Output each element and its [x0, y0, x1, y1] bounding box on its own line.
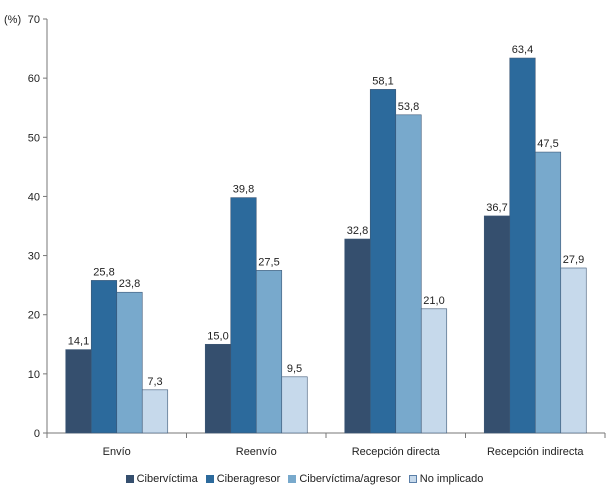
y-tick-label: 60: [28, 73, 40, 85]
legend-label: Ciberagresor: [216, 473, 281, 485]
bar-chart: (%) 0 10 20 30 40 50 60 70 14,1 25,8 23,8 7,3 15,0 3…: [4, 14, 606, 458]
legend-label: No implicado: [419, 473, 484, 485]
bar: [65, 349, 92, 434]
legend-swatch: [125, 475, 134, 483]
y-tick-label: 20: [28, 310, 40, 322]
bar: [90, 280, 118, 434]
data-label: 7,3: [147, 376, 162, 388]
x-axis-ticks: [46, 433, 606, 438]
data-label: 53,8: [398, 101, 419, 113]
bar: [116, 291, 143, 434]
y-tick-label: 0: [34, 428, 40, 440]
bar: [230, 197, 257, 434]
legend-swatch: [205, 475, 214, 483]
category-label: Recepción indirecta: [487, 446, 584, 458]
category-label: Reenvío: [236, 446, 277, 458]
data-label: 58,1: [372, 75, 393, 87]
y-tick-label: 40: [28, 191, 40, 203]
legend-label: Cibervíctima/agresor: [299, 473, 401, 485]
data-label: 15,0: [207, 330, 228, 342]
bar: [281, 376, 308, 434]
data-label: 36,7: [486, 202, 507, 214]
data-label: 21,0: [423, 295, 444, 307]
data-label: 47,5: [537, 138, 558, 150]
data-label: 63,4: [512, 44, 533, 56]
y-tick-label: 50: [28, 132, 40, 144]
data-label: 27,5: [258, 256, 279, 268]
legend: Cibervíctima Ciberagresor Cibervíctima/agr…: [0, 470, 609, 488]
bars-group: [65, 57, 587, 434]
legend-item: Ciberagresor: [205, 473, 281, 485]
bar: [141, 389, 169, 434]
bar: [344, 238, 371, 434]
data-label: 23,8: [119, 278, 140, 290]
y-tick-label: 10: [28, 369, 40, 381]
bar: [420, 308, 448, 434]
bar: [509, 57, 536, 434]
data-label: 25,8: [93, 266, 114, 278]
category-labels-group: Envío Reenvío Recepción directa Recepción i…: [103, 446, 585, 458]
legend-item: Cibervíctima/agresor: [288, 473, 401, 485]
data-label: 39,8: [233, 184, 254, 196]
bar: [534, 151, 562, 434]
bar: [395, 114, 422, 434]
bar: [204, 343, 232, 434]
y-tick-label: 30: [28, 251, 40, 263]
legend-label: Cibervíctima: [136, 473, 198, 485]
bar: [560, 267, 587, 434]
bar: [483, 215, 511, 434]
category-label: Envío: [103, 446, 131, 458]
legend-item: No implicado: [408, 473, 484, 485]
legend-item: Cibervíctima: [125, 473, 198, 485]
data-label: 9,5: [287, 363, 302, 375]
legend-swatch: [408, 475, 417, 483]
bar: [369, 89, 397, 434]
data-labels-group: 14,1 25,8 23,8 7,3 15,0 39,8 27,5 9,5 32,8 58,1 53…: [68, 44, 584, 388]
legend-swatch: [288, 475, 297, 483]
bar: [255, 270, 283, 434]
category-label: Recepción directa: [352, 446, 441, 458]
y-unit-label: (%): [4, 14, 21, 26]
data-label: 14,1: [68, 336, 89, 348]
data-label: 32,8: [347, 225, 368, 237]
y-axis-ticks: 0 10 20 30 40 50 60 70: [28, 14, 47, 440]
data-label: 27,9: [563, 254, 584, 266]
y-tick-label: 70: [28, 14, 40, 26]
